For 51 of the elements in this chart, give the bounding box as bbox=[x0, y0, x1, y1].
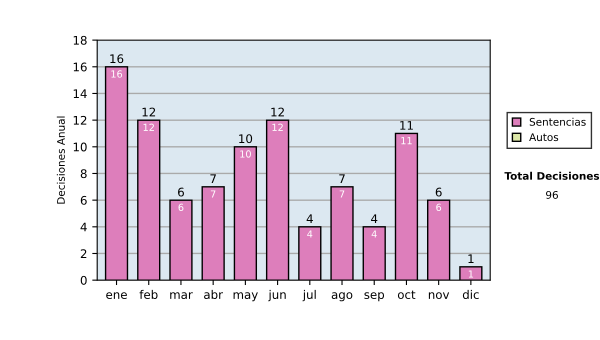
data-label: 16 bbox=[111, 70, 122, 78]
data-label: 4 bbox=[372, 230, 377, 238]
total-label: 7 bbox=[339, 174, 345, 184]
x-tick-label: dic bbox=[462, 290, 479, 300]
total-label: 12 bbox=[142, 108, 156, 116]
total-label: 6 bbox=[436, 188, 442, 197]
y-tick-label: 18 bbox=[74, 36, 87, 45]
data-label: 12 bbox=[144, 124, 154, 131]
legend-label: Autos bbox=[529, 133, 558, 142]
total-label: 1 bbox=[468, 254, 474, 264]
total-label: 6 bbox=[178, 188, 184, 197]
y-tick-label: 6 bbox=[80, 196, 87, 205]
data-label: 6 bbox=[436, 204, 442, 212]
y-tick-label: 12 bbox=[74, 116, 86, 125]
x-tick-label: ene bbox=[106, 292, 127, 300]
y-tick-label: 10 bbox=[74, 142, 87, 152]
x-tick-label: sep bbox=[364, 292, 384, 302]
total-label: 7 bbox=[210, 174, 216, 184]
data-label: 12 bbox=[272, 124, 283, 131]
x-tick-label: feb bbox=[140, 290, 158, 300]
total-label: 11 bbox=[400, 121, 413, 130]
x-tick-label: oct bbox=[398, 290, 416, 300]
total-label: 12 bbox=[271, 108, 284, 116]
x-tick-label: may bbox=[234, 292, 258, 302]
y-tick-label: 2 bbox=[80, 249, 86, 258]
total-label: 4 bbox=[306, 214, 313, 224]
x-tick-label: jun bbox=[268, 290, 286, 302]
total-label: 16 bbox=[110, 54, 124, 64]
data-label: 11 bbox=[401, 137, 412, 144]
y-tick-label: 16 bbox=[74, 62, 87, 72]
total-label: 10 bbox=[239, 134, 252, 144]
y-axis-title: Decisiones Anual bbox=[56, 116, 65, 204]
x-tick-label: ago bbox=[332, 292, 352, 302]
text: 96 bbox=[546, 190, 558, 199]
data-label: 6 bbox=[178, 204, 184, 212]
text: Total Decisiones bbox=[504, 172, 600, 180]
data-label: 1 bbox=[468, 270, 474, 278]
data-label: 10 bbox=[240, 150, 251, 158]
data-label: 7 bbox=[210, 190, 216, 198]
y-tick-label: 14 bbox=[74, 89, 87, 98]
x-tick-label: jul bbox=[302, 290, 316, 302]
x-tick-label: abr bbox=[204, 290, 223, 300]
legend-label: Sentencias bbox=[530, 118, 586, 126]
data-label: 4 bbox=[307, 230, 312, 238]
data-label: 7 bbox=[340, 190, 344, 198]
x-tick-label: mar bbox=[170, 292, 193, 300]
total-label: 4 bbox=[371, 214, 378, 224]
y-tick-label: 4 bbox=[80, 222, 87, 232]
y-tick-label: 0 bbox=[80, 276, 87, 285]
x-tick-label: nov bbox=[428, 292, 450, 300]
y-tick-label: 8 bbox=[80, 169, 87, 178]
